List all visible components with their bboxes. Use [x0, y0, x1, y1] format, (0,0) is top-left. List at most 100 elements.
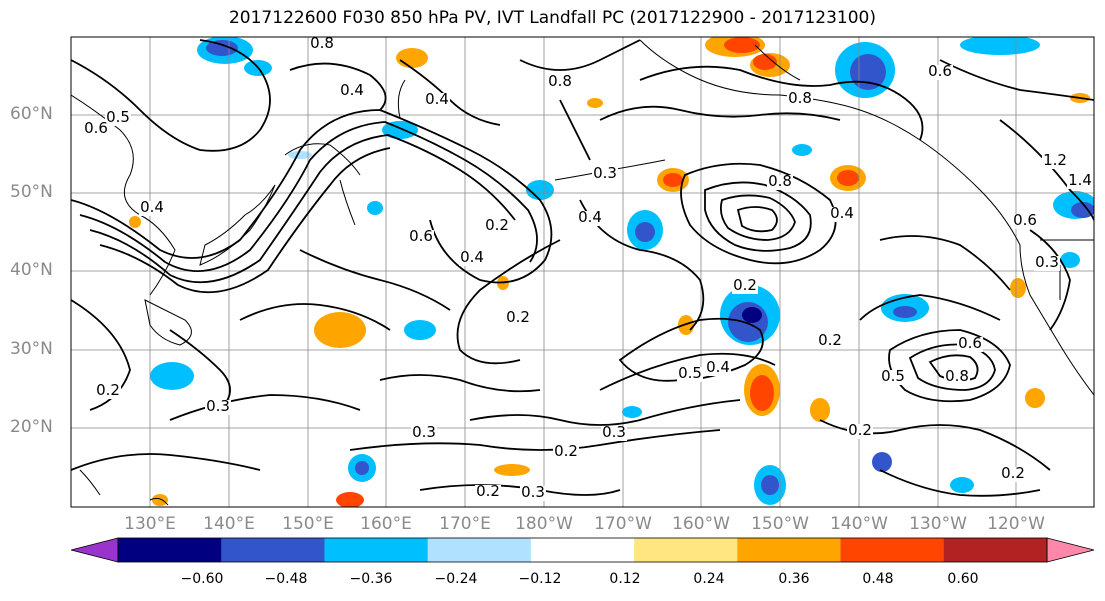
contour-label: 0.3 — [1035, 253, 1059, 271]
contour-label-bg — [829, 207, 855, 222]
contour-label: 0.2 — [1001, 464, 1025, 482]
contour-label-bg — [927, 65, 953, 80]
contour-label: 0.4 — [340, 81, 364, 99]
lon-label: 170°W — [594, 514, 652, 534]
lon-label: 140°W — [830, 514, 888, 534]
contour-label-bg — [601, 426, 627, 441]
lat-label: 30°N — [10, 339, 53, 359]
pv-contours — [71, 39, 1094, 497]
contour-label-bg — [95, 384, 121, 399]
contour-label-bg — [139, 201, 165, 216]
contour-label-bg — [787, 92, 813, 107]
contour-label-bg — [577, 211, 603, 226]
colorbar-tick: −0.24 — [434, 571, 478, 587]
contour-label-bg — [1000, 467, 1026, 482]
contour-label-bg — [817, 334, 843, 349]
lat-label: 50°N — [10, 182, 53, 202]
contour-label-bg — [505, 311, 531, 326]
contour-label: 0.2 — [476, 482, 500, 500]
contour-label-bg — [475, 485, 501, 500]
contour-label-bg — [520, 486, 546, 501]
colorbar-tick: −0.48 — [264, 571, 308, 587]
colorbar-segment — [221, 538, 325, 562]
contour-label: 0.2 — [485, 216, 509, 234]
colorbar-tick: 0.36 — [778, 571, 810, 587]
contour-label: 0.6 — [409, 227, 433, 245]
contour-label: 0.3 — [602, 423, 626, 441]
lon-label: 130°W — [909, 514, 967, 534]
colorbar-segment — [324, 538, 429, 562]
contour-label-bg — [424, 93, 450, 108]
contour-label-bg — [1012, 214, 1038, 229]
lon-label: 150°E — [282, 514, 334, 534]
contour-label: 0.6 — [958, 334, 982, 352]
colorbar-segment — [737, 538, 842, 562]
contour-label: 0.8 — [945, 367, 969, 385]
colorbar-extend-min — [70, 537, 119, 563]
contour-label-bg — [408, 230, 434, 245]
colorbar-segment — [530, 538, 635, 562]
contour-label: 0.3 — [206, 397, 230, 415]
contour-label: 0.6 — [1013, 211, 1037, 229]
colorbar-segment — [840, 538, 945, 562]
colorbar-tick: 0.12 — [609, 571, 641, 587]
contour-label-bg — [677, 367, 703, 382]
contour-label-bg — [1042, 154, 1068, 169]
contour-label: 0.4 — [140, 198, 164, 216]
lat-label: 40°N — [10, 260, 53, 280]
lon-label: 140°E — [203, 514, 255, 534]
lon-label: 170°E — [439, 514, 491, 534]
contour-label-bg — [592, 167, 618, 182]
contour-label: 0.4 — [830, 204, 854, 222]
contour-label-bg — [309, 37, 335, 52]
colorbar-segment — [118, 538, 222, 562]
contour-label-bg — [1067, 174, 1093, 189]
colorbar-tick: −0.12 — [518, 571, 562, 587]
colorbar-segment — [634, 538, 738, 562]
contour-label: 0.2 — [506, 308, 530, 326]
contour-label-bg — [484, 219, 510, 234]
colorbar — [70, 537, 1095, 563]
lon-label: 160°W — [672, 514, 730, 534]
contour-label: 0.3 — [521, 483, 545, 501]
contour-label: 0.2 — [848, 421, 872, 439]
map-frame — [70, 36, 1095, 508]
colorbar-tick: 0.24 — [693, 571, 725, 587]
lat-label: 60°N — [10, 104, 53, 124]
contour-label: 0.4 — [706, 358, 730, 376]
contour-label-bg — [339, 84, 365, 99]
map-title: 2017122600 F030 850 hPa PV, IVT Landfall… — [228, 8, 876, 28]
contour-label: 0.2 — [818, 331, 842, 349]
contour-label: 0.5 — [678, 364, 702, 382]
contour-label-bg — [880, 370, 906, 385]
colorbar-extend-max — [1046, 537, 1095, 563]
contour-labels: 0.80.50.60.4 0.40.80.60.80.80.40.40.30.20… — [83, 37, 1093, 501]
contour-label: 1.4 — [1068, 171, 1092, 189]
contour-label: 0.4 — [460, 248, 484, 266]
contour-label-bg — [732, 279, 758, 294]
contour-label-bg — [957, 337, 983, 352]
colorbar-tick: −0.60 — [180, 571, 224, 587]
colorbar-tick: 0.48 — [862, 571, 894, 587]
contour-label-bg — [705, 361, 731, 376]
lon-label: 130°E — [124, 514, 176, 534]
lon-label: 160°E — [360, 514, 412, 534]
colorbar-outline — [117, 537, 1048, 563]
contour-label: 0.4 — [578, 208, 602, 226]
colorbar-tick: 0.60 — [947, 571, 979, 587]
contour-label-bg — [459, 251, 485, 266]
contour-label-bg — [553, 445, 579, 460]
lon-label: 180°W — [515, 514, 573, 534]
contour-label-bg — [1034, 256, 1060, 271]
contour-label: 0.2 — [733, 276, 757, 294]
colorbar-segment — [427, 538, 532, 562]
contour-label-bg — [547, 75, 573, 90]
contour-label-bg — [767, 175, 793, 190]
contour-label: 0.2 — [554, 442, 578, 460]
contour-label-bg — [944, 370, 970, 385]
colorbar-tick: −0.36 — [349, 571, 393, 587]
contour-label-bg — [105, 111, 131, 126]
lon-label: 120°W — [987, 514, 1045, 534]
contour-label-bg — [83, 122, 109, 137]
contour-label: 0.3 — [412, 423, 436, 441]
